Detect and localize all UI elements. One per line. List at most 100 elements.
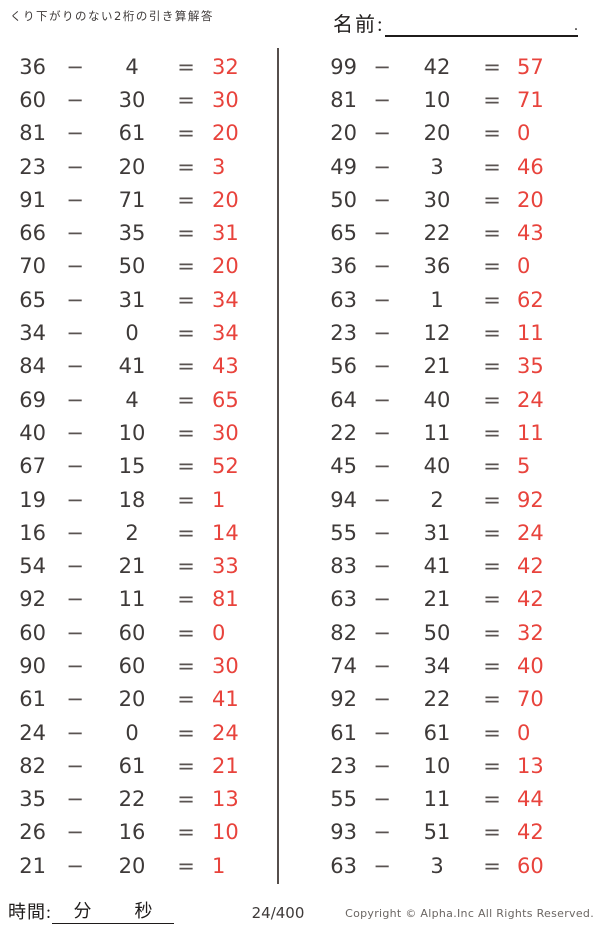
subtrahend: 31: [423, 520, 451, 545]
subtrahend: 60: [118, 620, 146, 645]
equals-sign: =: [177, 620, 195, 645]
problem-row: 99− 42 = 57: [315, 50, 587, 83]
problem-row: 82− 50 = 32: [315, 616, 587, 649]
subtrahend: 20: [118, 154, 146, 179]
equals-sign: =: [177, 354, 195, 379]
minuend: 34: [19, 321, 46, 346]
minus-sign: −: [373, 687, 391, 712]
answer: 0: [517, 121, 531, 146]
worksheet-title: くり下がりのない2桁の引き算解答: [10, 9, 214, 23]
minuend: 45: [330, 454, 357, 479]
subtrahend: 11: [118, 587, 146, 612]
answer: 62: [517, 287, 544, 312]
problem-row: 34−0 = 34: [8, 316, 282, 349]
minus-sign: −: [66, 54, 84, 79]
equals-sign: =: [177, 454, 195, 479]
subtrahend: 11: [423, 420, 451, 445]
minus-sign: −: [373, 154, 391, 179]
subtrahend: 30: [118, 87, 146, 112]
minus-sign: −: [66, 287, 84, 312]
minuend: 94: [330, 487, 357, 512]
subtrahend: 20: [423, 121, 451, 146]
minus-sign: −: [66, 853, 84, 878]
problem-row: 16− 2 = 14: [8, 516, 282, 549]
minus-sign: −: [66, 387, 84, 412]
problem-row: 60−60 = 0: [8, 616, 282, 649]
equals-sign: =: [483, 154, 501, 179]
minuend: 23: [330, 753, 357, 778]
minus-sign: −: [66, 454, 84, 479]
subtrahend: 10: [118, 420, 146, 445]
minus-sign: −: [373, 454, 391, 479]
equals-sign: =: [483, 287, 501, 312]
seconds-label: 秒: [134, 901, 153, 921]
minus-sign: −: [373, 753, 391, 778]
minuend: 24: [19, 720, 46, 745]
equals-sign: =: [177, 87, 195, 112]
equals-sign: =: [483, 387, 501, 412]
minus-sign: −: [66, 121, 84, 146]
minuend: 19: [19, 487, 46, 512]
answer: 34: [212, 287, 239, 312]
answer: 0: [517, 254, 531, 279]
problem-row: 36−36 = 0: [315, 250, 587, 283]
problem-row: 22− 11 = 11: [315, 416, 587, 449]
answer: 14: [212, 520, 239, 545]
subtrahend: 2: [430, 487, 444, 512]
problem-row: 90− 60 = 30: [8, 649, 282, 682]
minus-sign: −: [66, 87, 84, 112]
minus-sign: −: [373, 121, 391, 146]
minus-sign: −: [373, 287, 391, 312]
subtrahend: 21: [423, 587, 451, 612]
minus-sign: −: [373, 420, 391, 445]
answer: 46: [517, 154, 544, 179]
equals-sign: =: [177, 820, 195, 845]
answer: 30: [212, 653, 239, 678]
minus-sign: −: [373, 187, 391, 212]
minus-sign: −: [373, 620, 391, 645]
minuend: 63: [330, 853, 357, 878]
problem-row: 70− 50 = 20: [8, 250, 282, 283]
problem-row: 21− 20 = 1: [8, 849, 282, 882]
minuend: 92: [19, 587, 46, 612]
minus-sign: −: [373, 720, 391, 745]
equals-sign: =: [177, 554, 195, 579]
problem-row: 35− 22 = 13: [8, 783, 282, 816]
minuend: 93: [330, 820, 357, 845]
equals-sign: =: [177, 321, 195, 346]
problem-row: 63− 3 = 60: [315, 849, 587, 882]
problem-row: 93− 51 = 42: [315, 816, 587, 849]
problem-row: 60− 30 = 30: [8, 83, 282, 116]
answer: 34: [212, 321, 239, 346]
problem-row: 81− 10 = 71: [315, 83, 587, 116]
answer: 43: [517, 221, 544, 246]
subtrahend: 61: [423, 720, 451, 745]
problem-row: 84− 41 = 43: [8, 350, 282, 383]
problem-row: 56− 21 = 35: [315, 350, 587, 383]
answer: 32: [212, 54, 239, 79]
equals-sign: =: [177, 487, 195, 512]
problem-row: 94− 2 = 92: [315, 483, 587, 516]
problem-row: 64− 40 = 24: [315, 383, 587, 416]
subtrahend: 21: [118, 554, 146, 579]
minus-sign: −: [66, 321, 84, 346]
minuend: 35: [19, 787, 46, 812]
subtrahend: 61: [118, 121, 146, 146]
equals-sign: =: [483, 454, 501, 479]
answer: 1: [212, 487, 226, 512]
subtrahend: 22: [423, 687, 451, 712]
equals-sign: =: [483, 620, 501, 645]
answer: 20: [212, 187, 239, 212]
answer: 21: [212, 753, 239, 778]
minuend: 82: [19, 753, 46, 778]
problem-row: 61− 20 = 41: [8, 683, 282, 716]
minus-sign: −: [373, 520, 391, 545]
subtrahend: 16: [118, 820, 146, 845]
footer: 時間: 分 秒 24/400 Copyright © Alpha.Inc All…: [0, 896, 600, 932]
answer: 0: [517, 720, 531, 745]
problem-row: 65− 31 = 34: [8, 283, 282, 316]
minus-sign: −: [66, 653, 84, 678]
equals-sign: =: [177, 221, 195, 246]
minuend: 23: [330, 321, 357, 346]
problems-area: 36−4 = 32 60−30 = 30 81−61 = 20 23−20 = 3 91−71 = 20 66…: [0, 48, 600, 886]
